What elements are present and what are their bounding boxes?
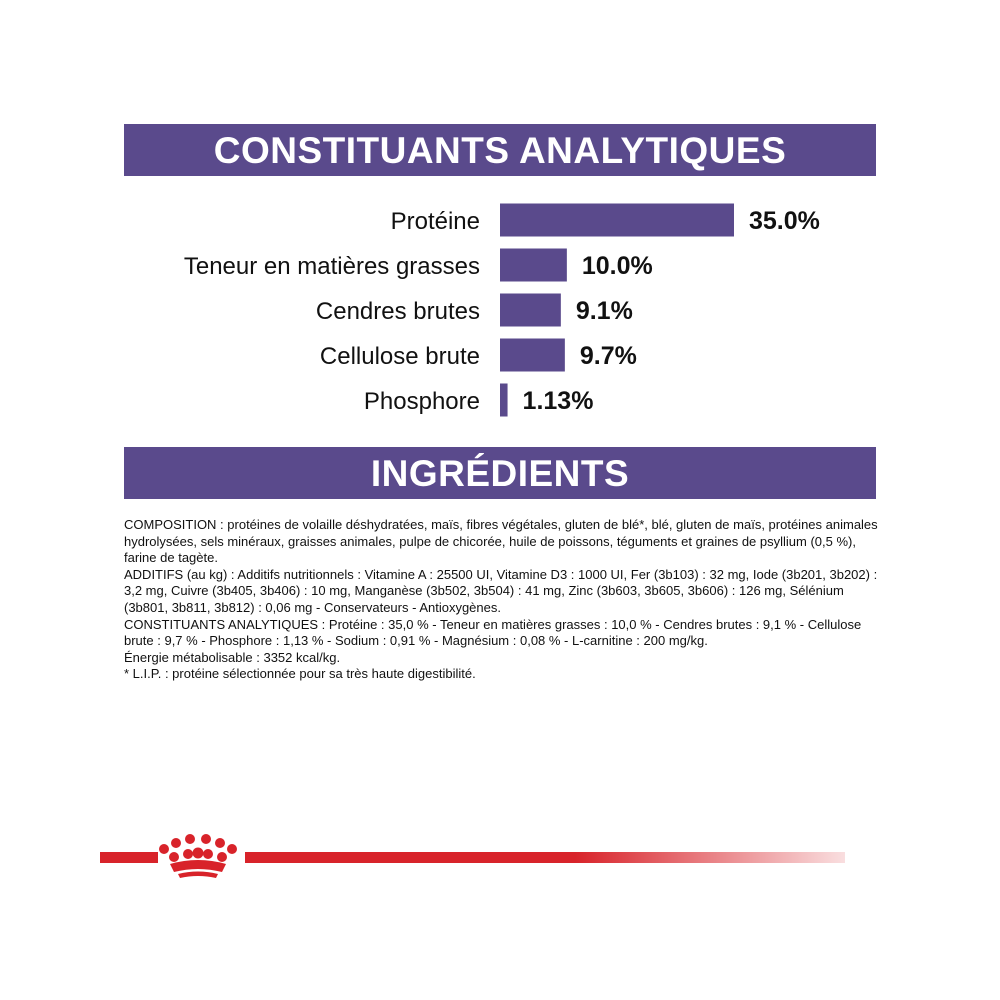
bar-value-label: 10.0%	[582, 252, 653, 280]
analytics-paragraph: CONSTITUANTS ANALYTIQUES : Protéine : 35…	[124, 616, 862, 649]
ingredients-banner: INGRÉDIENTS	[124, 447, 876, 499]
bar-label: Cellulose brute	[320, 343, 480, 370]
crown-icon	[159, 834, 237, 878]
bar	[500, 338, 565, 372]
bar	[500, 383, 508, 417]
ingredients-text: COMPOSITION : protéines de volaille désh…	[124, 517, 884, 683]
composition-paragraph: COMPOSITION : protéines de volaille désh…	[124, 517, 878, 566]
analytics-bar-chart: Protéine 35.0% Teneur en matières grasses 1…	[184, 203, 820, 417]
brand-footer	[100, 834, 845, 880]
additives-paragraph: ADDITIFS (au kg) : Additifs nutritionnel…	[124, 566, 878, 615]
bar-value-label: 9.7%	[580, 342, 637, 370]
bar	[500, 203, 734, 237]
bar-label: Phosphore	[364, 388, 480, 415]
bar	[500, 248, 567, 282]
footer-red-line-left	[100, 852, 158, 863]
bar-value-label: 35.0%	[749, 207, 820, 235]
bar-label: Protéine	[391, 208, 480, 235]
bar	[500, 293, 561, 327]
bar-label: Teneur en matières grasses	[184, 253, 480, 280]
analytics-banner: CONSTITUANTS ANALYTIQUES	[124, 124, 876, 176]
footer-red-line-right	[245, 852, 845, 863]
bar-value-label: 9.1%	[576, 297, 633, 325]
footnote-paragraph: * L.I.P. : protéine sélectionnée pour sa…	[124, 666, 476, 682]
bar-label: Cendres brutes	[316, 298, 480, 325]
bar-value-label: 1.13%	[523, 387, 594, 415]
energy-paragraph: Énergie métabolisable : 3352 kcal/kg.	[124, 649, 341, 665]
